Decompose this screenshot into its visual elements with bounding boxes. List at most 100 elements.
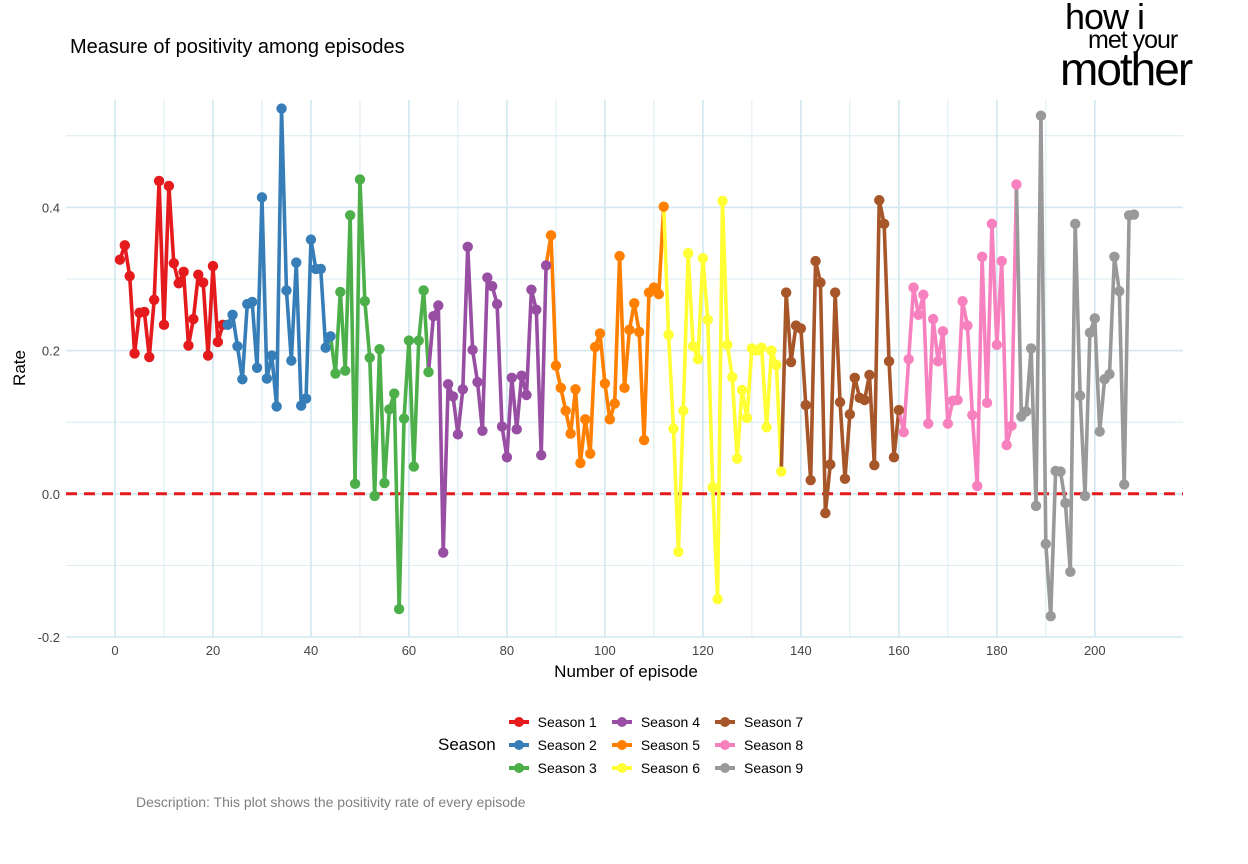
data-point [403, 335, 415, 346]
series-line-segment [1014, 182, 1024, 419]
series-line-segment [181, 270, 191, 348]
data-point [452, 429, 464, 440]
x-tick-label: 140 [790, 643, 812, 658]
data-point [918, 289, 929, 300]
data-point [609, 398, 620, 409]
data-point [658, 201, 669, 212]
data-point [976, 251, 988, 263]
data-point [139, 306, 150, 318]
data-point [1045, 611, 1056, 622]
series-line-segment [162, 184, 171, 327]
legend-label: Season 5 [640, 737, 701, 753]
data-point [785, 356, 797, 368]
line-chart: 0 20 40 60 80 100 120 140 160 180 200 -0.2 0.0 0.2 0.… [10, 100, 1183, 681]
data-point [1025, 343, 1037, 354]
legend-item: Season 5 [611, 734, 700, 757]
data-point [442, 379, 454, 390]
data-point [741, 412, 753, 424]
x-tick-label: 20 [206, 643, 220, 658]
data-point [986, 218, 998, 230]
data-point [937, 326, 949, 337]
data-point [506, 372, 518, 384]
series-line-segment [705, 318, 715, 490]
series-line-segment [514, 373, 524, 432]
series-line-segment [382, 407, 392, 485]
series-line-segment [1048, 469, 1058, 619]
data-point [384, 404, 395, 415]
series-line-segment [686, 251, 695, 349]
series-line-segment [495, 302, 504, 429]
data-point [428, 311, 439, 322]
data-point [158, 319, 170, 331]
series-line-segment [524, 287, 534, 397]
series-line-segment [720, 199, 730, 347]
x-tick-label: 200 [1084, 643, 1106, 658]
data-point [340, 365, 351, 376]
data-point [942, 418, 954, 429]
data-point [893, 404, 905, 416]
data-point [364, 352, 375, 363]
series-line-segment [573, 387, 583, 465]
data-point [413, 335, 424, 346]
data-point [707, 482, 718, 493]
data-point [335, 286, 346, 298]
data-point [526, 284, 537, 295]
data-point [540, 260, 552, 271]
data-point [585, 448, 596, 459]
data-point [594, 328, 606, 339]
data-point [859, 394, 870, 406]
data-point [1089, 313, 1101, 324]
data-point [379, 477, 390, 489]
data-point [878, 218, 890, 230]
series-line-segment [279, 106, 289, 293]
data-point [281, 285, 292, 296]
data-point [599, 378, 611, 389]
series-line-segment [456, 387, 465, 437]
data-point [129, 348, 140, 359]
series-line-segment [882, 222, 891, 364]
data-point [795, 323, 807, 334]
data-point [1104, 369, 1115, 380]
data-point [398, 413, 410, 424]
legend-item: Season 3 [508, 757, 597, 780]
series-line-segment [887, 359, 896, 460]
data-point [1079, 490, 1091, 502]
data-point [560, 405, 571, 416]
series-line-segment [421, 288, 431, 374]
data-point [408, 461, 420, 472]
series-line-segment [784, 290, 793, 364]
data-point [173, 278, 184, 289]
series-line-segment [147, 297, 156, 359]
data-point [114, 254, 126, 265]
series-line-segment [901, 357, 911, 435]
data-point [261, 373, 273, 384]
data-point [1128, 209, 1140, 220]
series-line-segment [461, 244, 470, 392]
data-point [487, 280, 498, 292]
series-line-segment [715, 199, 725, 601]
data-point [266, 350, 277, 361]
series-line-segment [1083, 330, 1092, 498]
data-point [227, 309, 238, 320]
x-tick-label: 160 [888, 643, 910, 658]
x-axis-ticks: 0 20 40 60 80 100 120 140 160 180 200 [111, 643, 1105, 658]
series-line-segment [127, 274, 137, 356]
data-point [780, 287, 792, 298]
series-line-segment [397, 416, 406, 611]
data-point [898, 427, 909, 438]
legend-key [508, 761, 530, 775]
series-line-segment [441, 382, 450, 555]
series-line-segment [799, 326, 808, 407]
data-point [1094, 426, 1105, 437]
data-point [820, 507, 831, 519]
data-point [545, 230, 557, 241]
data-point [580, 414, 591, 425]
series-line-segment [701, 256, 710, 322]
data-point [193, 269, 204, 280]
legend-key [714, 738, 736, 752]
series-line-segment [1068, 222, 1078, 574]
legend-item: Season 4 [611, 711, 700, 734]
data-point [756, 342, 767, 353]
x-tick-label: 60 [402, 643, 416, 658]
